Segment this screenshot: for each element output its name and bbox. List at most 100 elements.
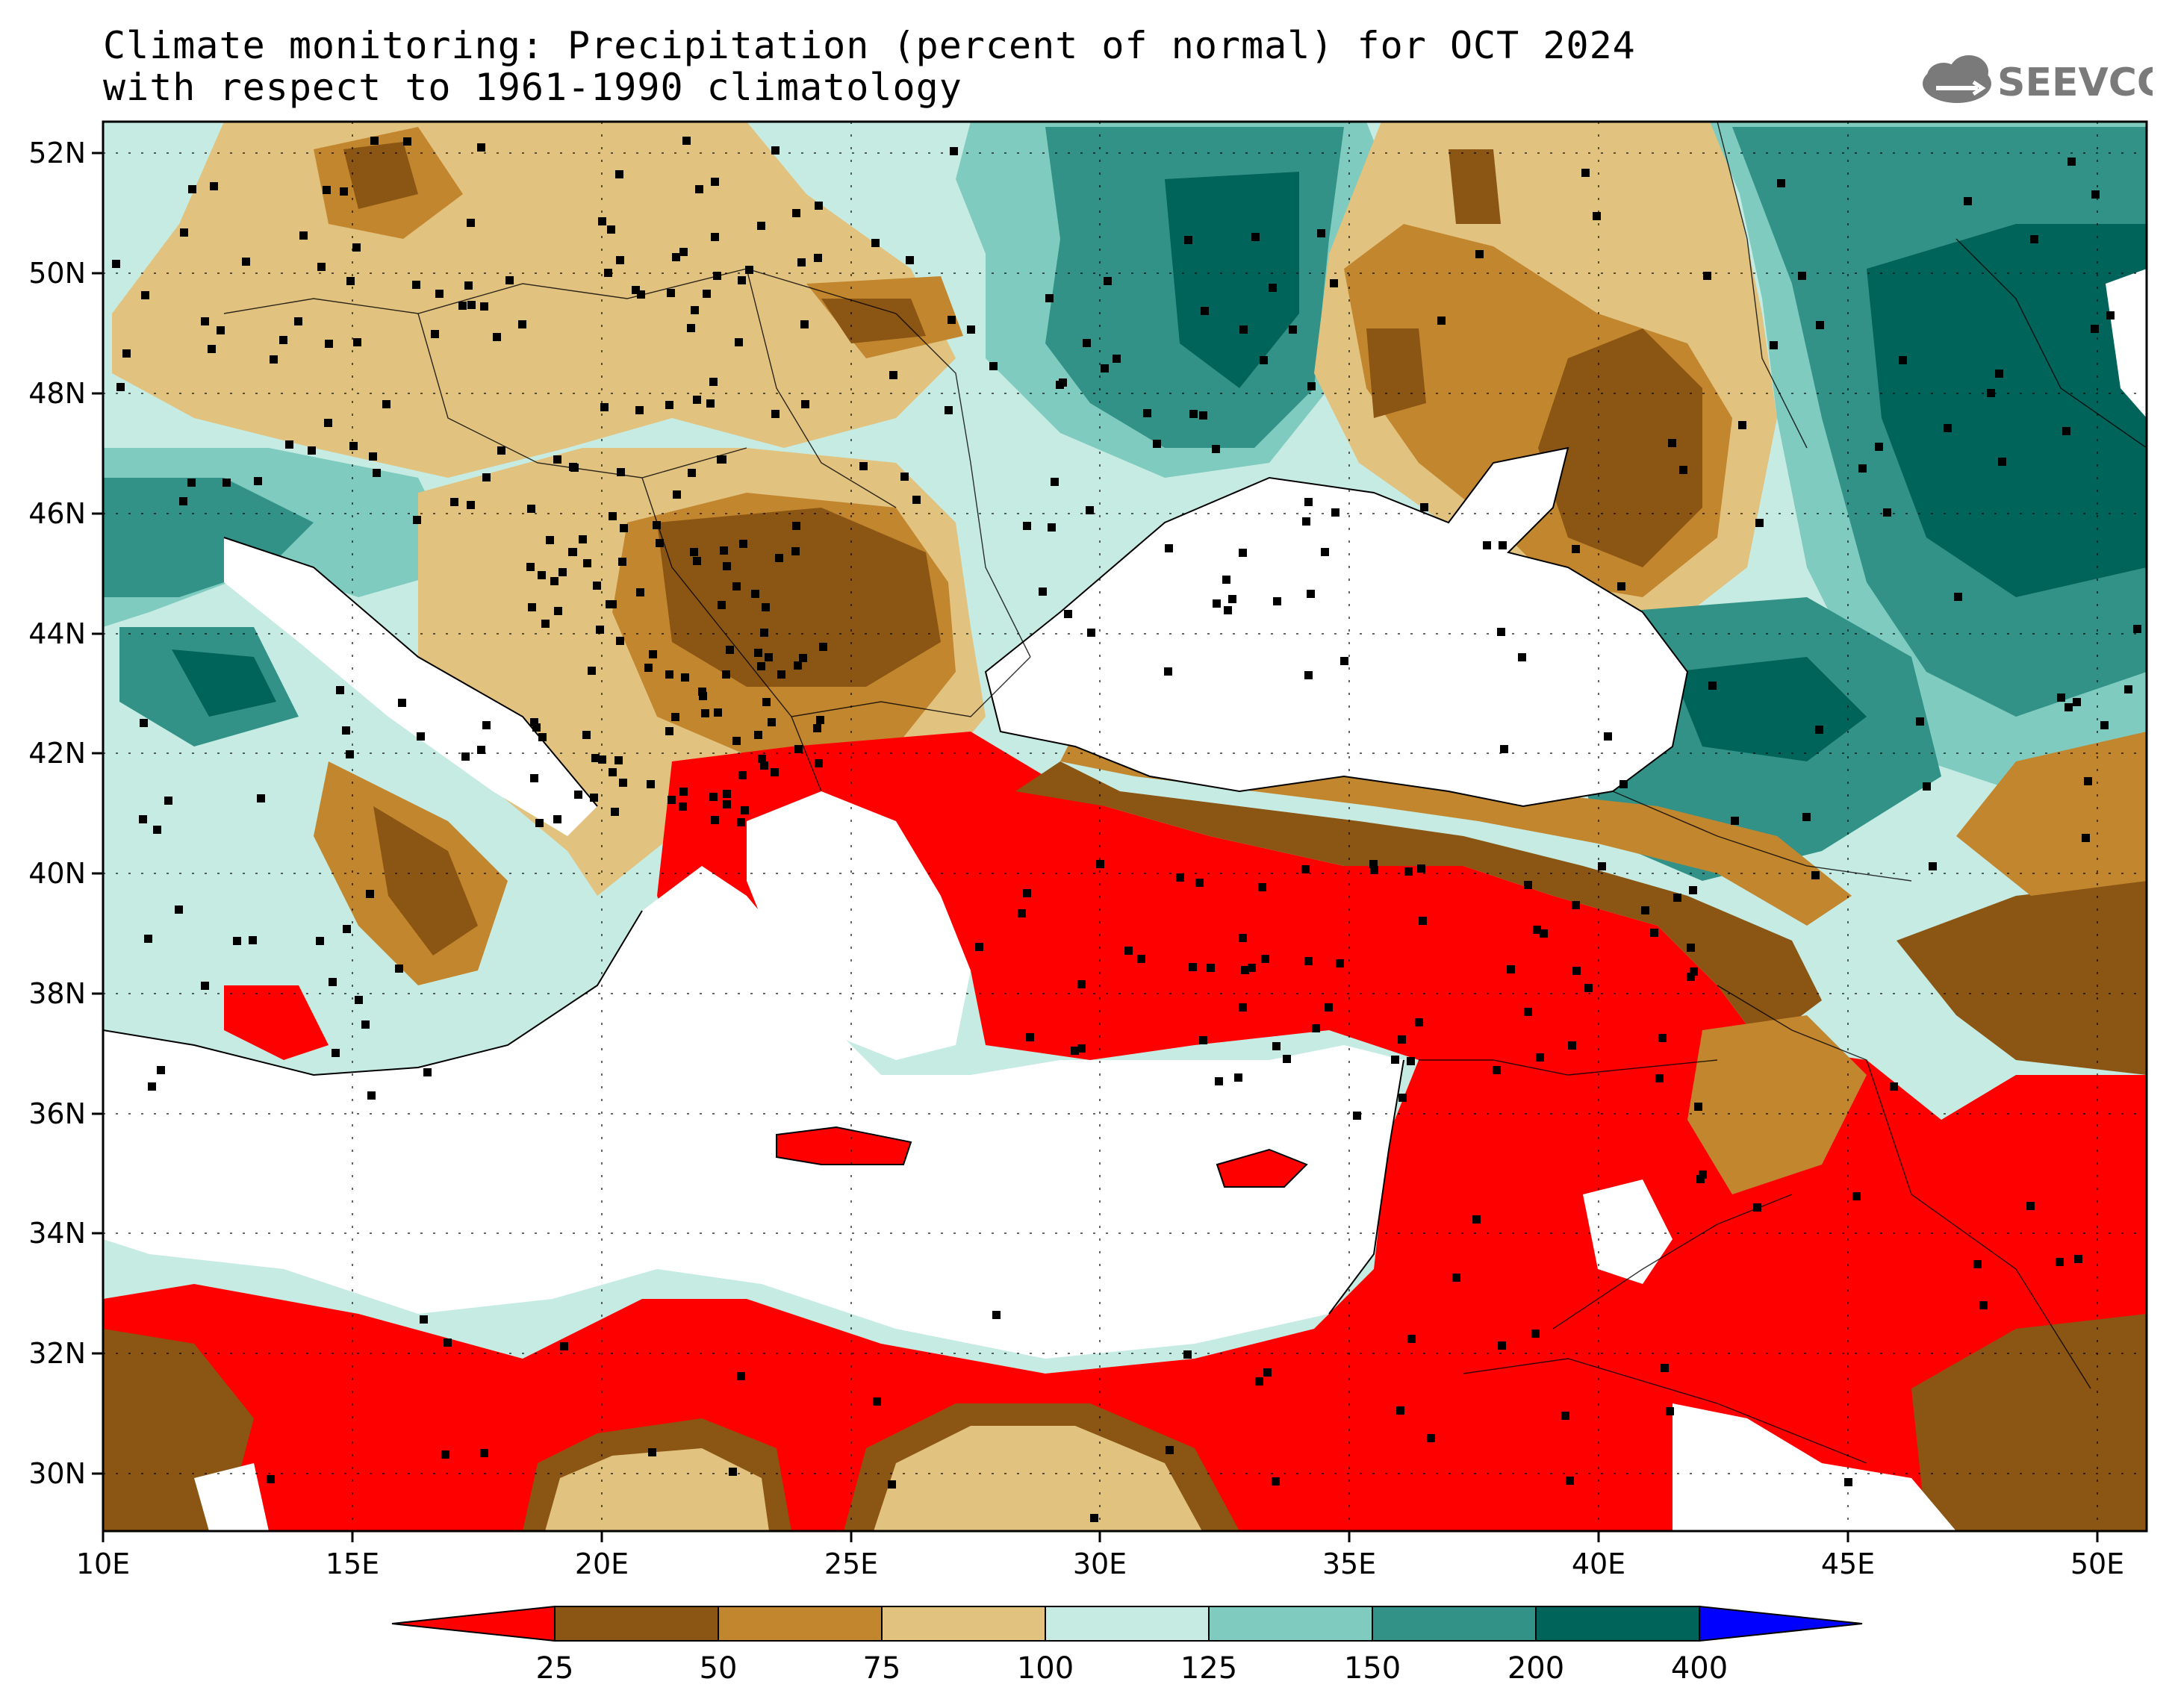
lon-label: 35E: [1322, 1548, 1376, 1580]
station-marker: [329, 978, 337, 986]
colorbar-label: 200: [1507, 1651, 1564, 1686]
station-marker: [648, 1448, 656, 1456]
station-marker: [711, 816, 719, 824]
station-marker: [859, 462, 868, 470]
station-marker: [1224, 606, 1232, 614]
station-marker: [1212, 445, 1220, 453]
station-marker: [1302, 517, 1310, 526]
station-marker: [361, 1020, 370, 1029]
aegean-sea: [747, 791, 971, 1060]
station-marker: [1561, 1412, 1569, 1420]
station-marker: [791, 547, 800, 555]
colorbar-segment: [1045, 1606, 1210, 1642]
station-marker: [538, 571, 546, 579]
station-marker: [739, 540, 747, 548]
station-marker: [583, 559, 591, 567]
station-marker: [441, 1450, 449, 1459]
station-marker: [1317, 229, 1325, 237]
station-marker: [1798, 272, 1806, 280]
station-marker: [141, 291, 149, 299]
station-marker: [636, 588, 644, 596]
station-marker: [2091, 190, 2100, 199]
station-marker: [665, 670, 673, 679]
station-marker: [1617, 582, 1625, 590]
lat-label: 40N: [28, 857, 86, 890]
station-marker: [687, 324, 695, 332]
station-marker: [1189, 963, 1197, 971]
station-marker: [992, 1311, 1001, 1319]
station-marker: [2106, 311, 2115, 320]
station-marker: [1398, 1094, 1407, 1102]
station-marker: [619, 779, 627, 787]
station-marker: [1258, 883, 1266, 891]
station-marker: [1407, 1335, 1416, 1343]
station-marker: [792, 209, 800, 217]
station-marker: [467, 301, 476, 309]
station-marker: [530, 774, 538, 782]
station-marker: [1272, 1477, 1280, 1486]
field-25-50-iran: [1896, 881, 2147, 1075]
station-marker: [762, 698, 771, 706]
station-marker: [2062, 427, 2070, 435]
station-marker: [2091, 325, 2099, 333]
station-marker: [1524, 881, 1532, 889]
lon-labels: 10E 15E 20E 25E 30E 35E 40E 45E 50E: [76, 1548, 2124, 1580]
station-marker: [706, 399, 715, 408]
station-marker: [1199, 1036, 1207, 1044]
sicily: [224, 985, 329, 1060]
station-marker: [148, 1082, 156, 1091]
station-marker: [179, 497, 187, 505]
station-marker: [1289, 325, 1297, 334]
station-marker: [723, 562, 731, 570]
station-marker: [550, 577, 558, 585]
station-marker: [1325, 1003, 1333, 1012]
station-marker: [336, 686, 344, 694]
station-marker: [713, 272, 721, 280]
station-marker: [691, 306, 699, 314]
station-marker: [201, 317, 209, 325]
station-marker: [233, 937, 241, 945]
station-marker: [815, 759, 823, 767]
station-marker: [912, 496, 921, 504]
station-marker: [1195, 879, 1204, 887]
station-marker: [1228, 595, 1236, 603]
station-marker: [1661, 1364, 1669, 1372]
station-marker: [546, 536, 554, 544]
station-marker: [693, 557, 701, 565]
station-marker: [116, 383, 125, 391]
station-marker: [757, 662, 765, 670]
station-marker: [1598, 862, 1606, 870]
station-marker: [745, 266, 753, 274]
station-marker: [588, 667, 596, 675]
lon-label: 25E: [824, 1548, 878, 1580]
colorbar-segment: [881, 1606, 1046, 1642]
field-200-400-caucasus: [1673, 657, 1867, 761]
station-marker: [679, 248, 688, 256]
station-marker: [1844, 1478, 1852, 1486]
station-marker: [340, 187, 348, 196]
station-marker: [726, 646, 734, 654]
field-50-75-north-iraq: [1687, 1015, 1867, 1194]
station-marker: [1255, 1377, 1263, 1386]
station-marker: [518, 320, 526, 328]
station-marker: [667, 289, 675, 297]
station-marker: [1312, 1024, 1320, 1032]
station-marker: [799, 654, 807, 662]
station-marker: [528, 603, 536, 611]
field-200-400-caspian: [1867, 224, 2147, 597]
station-marker: [754, 649, 762, 657]
station-marker: [1540, 929, 1548, 938]
station-marker: [2057, 694, 2065, 702]
station-marker: [723, 790, 731, 798]
station-marker: [482, 721, 491, 729]
station-marker: [672, 253, 680, 261]
station-marker: [1199, 411, 1207, 420]
station-marker: [1023, 522, 1031, 530]
logo-text: SEEVCCC: [1997, 60, 2153, 105]
station-marker: [819, 643, 827, 651]
station-marker: [299, 231, 308, 240]
station-marker: [617, 468, 625, 476]
station-marker: [771, 410, 780, 418]
field-25-50-slovakia: [821, 299, 926, 343]
tyrrhenian-ionian-sea: [105, 1060, 523, 1239]
